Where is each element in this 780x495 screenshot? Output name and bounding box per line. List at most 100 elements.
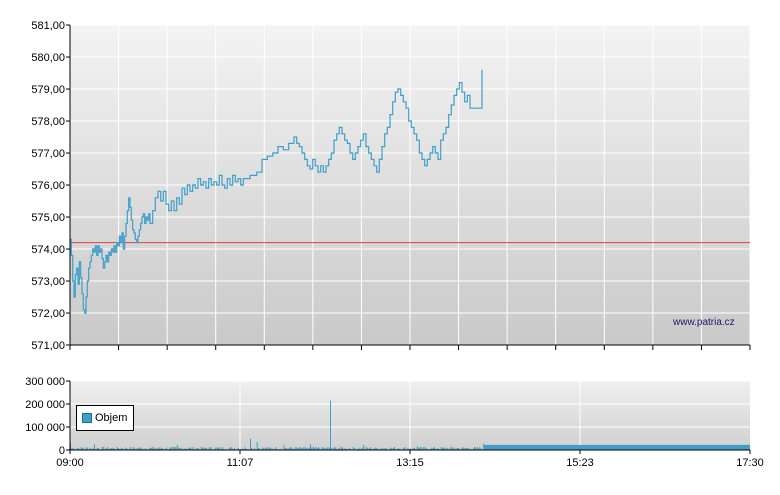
volume-bar (414, 448, 415, 450)
volume-bar (410, 448, 411, 450)
volume-bar (360, 448, 362, 450)
volume-bar (175, 447, 177, 450)
volume-bar (399, 448, 401, 450)
volume-bar (220, 448, 222, 450)
volume-bar (266, 448, 267, 450)
volume-bar (368, 448, 370, 450)
volume-bar (183, 448, 185, 450)
volume-bar (404, 447, 406, 450)
volume-bar (180, 448, 182, 450)
volume-bar (204, 447, 206, 450)
volume-bar (315, 446, 317, 450)
volume-bar (447, 447, 449, 450)
volume-bar (328, 447, 330, 450)
volume-bar (403, 447, 405, 450)
volume-bar (287, 448, 289, 450)
volume-bar (210, 447, 211, 450)
watermark: www.patria.cz (673, 317, 735, 328)
volume-bar (382, 448, 383, 450)
volume-y-ticks: 0 100 000 200 000 300 000 (25, 376, 70, 457)
volume-bar (318, 447, 319, 450)
volume-bar (291, 448, 293, 450)
volume-x-tick-label: 15:23 (566, 457, 594, 469)
legend-swatch (82, 413, 92, 423)
volume-bar (352, 446, 354, 450)
volume-y-tick-label: 100 000 (25, 422, 65, 434)
volume-bar (152, 446, 154, 450)
volume-bar (159, 447, 161, 450)
volume-bar (306, 448, 307, 450)
volume-bar (267, 447, 269, 450)
volume-bar (438, 448, 439, 450)
volume-bar (330, 400, 331, 450)
volume-bar (339, 448, 341, 450)
volume-bar (446, 448, 447, 450)
legend-label: Objem (95, 412, 128, 424)
volume-bar (478, 448, 479, 450)
volume-bar (442, 447, 443, 450)
volume-bar (316, 447, 318, 450)
volume-bar (436, 448, 438, 450)
volume-bar (452, 447, 454, 450)
volume-bar (168, 448, 170, 450)
volume-bar (275, 447, 277, 450)
price-y-tick-label: 579,00 (31, 84, 65, 96)
volume-bar (127, 448, 129, 450)
volume-bar (150, 447, 151, 450)
volume-bar (179, 447, 181, 450)
volume-bar (344, 447, 346, 450)
volume-bar (135, 448, 137, 450)
price-y-tick-label: 577,00 (31, 148, 65, 160)
volume-bar (314, 448, 315, 450)
volume-bar (110, 448, 111, 450)
volume-bar (222, 447, 223, 450)
volume-bar (270, 447, 271, 450)
volume-bar (188, 447, 190, 450)
volume-bar (114, 448, 115, 450)
volume-bar (454, 448, 455, 450)
volume-bar (240, 448, 242, 450)
volume-bar (398, 448, 399, 450)
volume-bar (215, 447, 217, 450)
volume-bar (238, 448, 239, 450)
volume-bar (354, 448, 355, 450)
volume-bar (216, 447, 218, 450)
volume-bar (418, 447, 419, 450)
volume-bar (254, 448, 255, 450)
volume-bar (124, 447, 126, 450)
volume-bar (190, 447, 191, 450)
volume-bar (296, 447, 298, 450)
volume-bar (348, 448, 350, 450)
volume-bar (451, 446, 453, 450)
volume-bar (380, 448, 382, 450)
volume-bar (82, 447, 83, 450)
volume-bar (111, 448, 113, 450)
volume-bar (479, 447, 481, 450)
volume-bar (335, 447, 337, 450)
volume-bar (423, 446, 425, 450)
volume-bar (228, 448, 230, 450)
volume-bar (84, 448, 86, 450)
volume-bar (308, 447, 310, 450)
volume-bar (120, 448, 122, 450)
volume-bar (483, 444, 750, 450)
volume-bar (138, 448, 139, 450)
volume-bar (376, 448, 378, 450)
volume-bar (130, 447, 131, 450)
volume-bar (300, 447, 302, 450)
price-y-tick-label: 578,00 (31, 116, 65, 128)
volume-bar (366, 447, 367, 450)
volume-bar (94, 444, 95, 451)
volume-bar (391, 448, 393, 450)
volume-bar (98, 448, 99, 450)
volume-bar (90, 448, 91, 450)
volume-bar (187, 448, 189, 450)
volume-bar (178, 447, 179, 450)
volume-bar (242, 448, 243, 450)
volume-bar (76, 448, 78, 450)
volume-bar (200, 446, 202, 450)
volume-bar (75, 448, 77, 450)
volume-bar (419, 447, 421, 450)
